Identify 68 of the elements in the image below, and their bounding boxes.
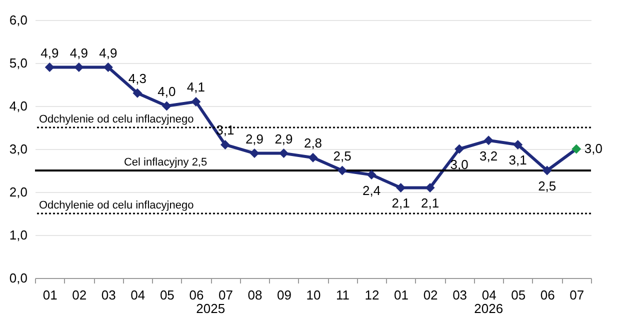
data-label: 2,8	[304, 136, 322, 151]
point	[103, 62, 113, 72]
y-tick-label: 4,0	[9, 98, 28, 114]
y-tick-label: 3,0	[9, 142, 28, 156]
point	[542, 166, 552, 176]
point	[250, 148, 260, 158]
x-tick-label: 07	[218, 288, 233, 302]
data-label: 3,0	[584, 141, 602, 156]
data-label: 4,9	[70, 45, 88, 60]
ref-line-label: Cel inflacyjny 2,5	[124, 156, 208, 168]
point	[338, 166, 348, 176]
point	[220, 140, 230, 150]
y-tick-label: 6,0	[9, 12, 28, 28]
x-tick-label: 11	[336, 288, 350, 302]
x-tick-label: 02	[423, 288, 438, 302]
point	[191, 96, 201, 106]
x-tick-label: 05	[511, 288, 526, 302]
x-tick-label: 06	[189, 288, 204, 302]
x-tick-label: 05	[160, 288, 174, 302]
point	[74, 62, 84, 72]
x-tick-label: 02	[72, 288, 87, 302]
point	[425, 182, 435, 192]
data-label: 2,9	[245, 131, 264, 146]
point	[132, 88, 142, 98]
point	[366, 170, 376, 180]
y-tick-label: 1,0	[9, 228, 28, 242]
x-tick-label: 01	[42, 288, 58, 302]
point	[396, 182, 406, 192]
x-tick-label: 03	[452, 288, 468, 302]
x-tick-label: 09	[277, 288, 292, 302]
data-label: 2,4	[362, 182, 381, 198]
x-tick-label: 04	[130, 288, 146, 302]
ref-line-label: Odchylenie od celu inflacyjnego	[39, 114, 194, 126]
data-label: 4,1	[186, 80, 205, 95]
x-tick-label: 01	[394, 288, 409, 302]
data-label: 3,1	[508, 152, 527, 168]
y-tick-label: 0,0	[9, 270, 28, 286]
data-label: 4,9	[99, 45, 118, 60]
data-label: 4,9	[40, 45, 59, 60]
point	[513, 140, 523, 150]
x-tick-label: 07	[570, 288, 584, 302]
point	[484, 136, 494, 146]
data-label: 2,9	[274, 131, 293, 146]
x-tick-label: 08	[248, 288, 262, 302]
point	[308, 152, 318, 162]
data-label: 2,1	[421, 196, 440, 211]
y-tick-label: 2,0	[9, 184, 28, 200]
y-tick-label: 5,0	[9, 56, 28, 70]
data-label: 2,5	[333, 148, 352, 164]
ref-line-label: Odchylenie od celu inflacyjnego	[39, 200, 194, 212]
x-tick-label: 03	[101, 288, 116, 302]
data-label: 2,5	[538, 178, 556, 194]
x-tick-label: 12	[364, 288, 380, 302]
x-tick-label: 10	[306, 288, 321, 302]
x-tick-label: 04	[482, 288, 496, 302]
text: 2025	[196, 301, 226, 316]
point	[454, 144, 464, 154]
data-label: 4,3	[128, 71, 146, 86]
data-label: 3,2	[480, 148, 498, 164]
data-label: 2,1	[392, 196, 410, 211]
point	[162, 101, 172, 111]
data-label: 4,0	[158, 84, 176, 99]
data-label: 3,0	[450, 157, 468, 172]
x-tick-label: 06	[540, 288, 555, 302]
point	[572, 144, 582, 154]
point	[44, 62, 54, 72]
point	[278, 148, 288, 158]
text: 2026	[474, 301, 504, 316]
